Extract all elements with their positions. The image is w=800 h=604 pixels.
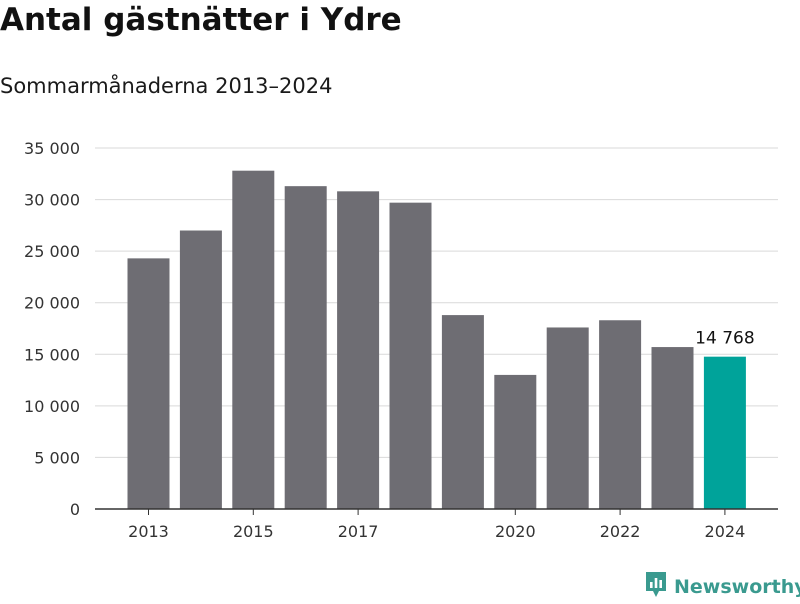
- x-tick-label: 2024: [705, 522, 746, 541]
- brand-name: Newsworthy: [674, 576, 800, 598]
- bars: [127, 170, 746, 510]
- bar-2018: [389, 202, 432, 509]
- x-tick-label: 2020: [495, 522, 536, 541]
- x-tick-label: 2015: [233, 522, 274, 541]
- bar-2019: [441, 315, 484, 509]
- y-tick-label: 0: [70, 500, 80, 519]
- x-axis-ticks: 2013 2015 2017 2020 2022 2024: [128, 509, 745, 541]
- y-tick-label: 10 000: [24, 397, 80, 416]
- bar-2016: [284, 186, 327, 510]
- data-label-2024: 14 768: [695, 329, 754, 349]
- bar-2023: [651, 347, 694, 509]
- bar-2024: [703, 356, 746, 509]
- x-tick-label: 2022: [600, 522, 641, 541]
- bar-2013: [127, 258, 170, 509]
- chart-subtitle: Sommarmånaderna 2013–2024: [0, 74, 333, 98]
- x-tick-label: 2017: [338, 522, 379, 541]
- bar-2014: [179, 230, 222, 509]
- bar-2022: [599, 320, 642, 509]
- bar-2017: [337, 191, 380, 509]
- chart-title: Antal gästnätter i Ydre: [0, 2, 402, 38]
- y-tick-label: 30 000: [24, 191, 80, 210]
- x-tick-label: 2013: [128, 522, 169, 541]
- y-tick-label: 20 000: [24, 294, 80, 313]
- y-axis-ticks: 0 5 000 10 000 15 000 20 000 25 000 30 000 35 0…: [24, 139, 80, 519]
- bar-2021: [546, 327, 589, 509]
- newsworthy-logo-icon: [644, 570, 668, 604]
- y-tick-label: 5 000: [34, 448, 80, 467]
- y-tick-label: 15 000: [24, 345, 80, 364]
- data-labels: 14 768: [695, 329, 754, 349]
- y-tick-label: 25 000: [24, 242, 80, 261]
- bar-2020: [494, 374, 537, 509]
- y-tick-label: 35 000: [24, 139, 80, 158]
- newsworthy-brand: Newsworthy: [644, 570, 800, 604]
- bar-2015: [232, 170, 275, 510]
